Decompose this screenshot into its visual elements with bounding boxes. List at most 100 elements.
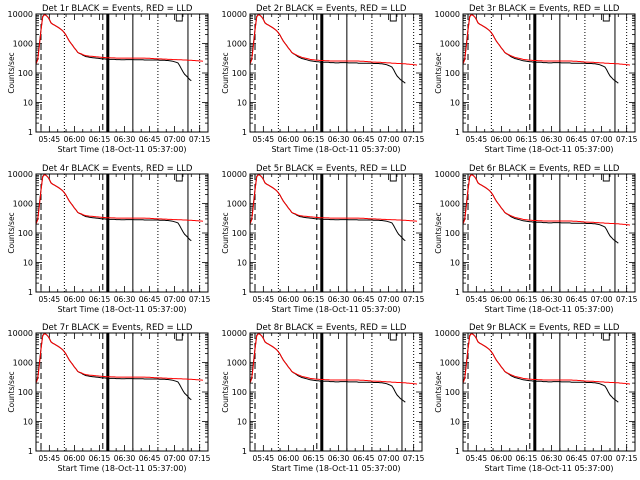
y-tick-label: 10000 <box>435 329 460 338</box>
x-tick-label: 05:45 <box>39 135 61 144</box>
chart-title: Det 9r BLACK = Events, RED = LLD <box>469 323 620 333</box>
plot-frame <box>35 173 209 293</box>
y-tick-label: 1000 <box>440 200 460 209</box>
y-axis-label: Counts/sec <box>221 212 230 253</box>
x-tick-label: 06:45 <box>566 135 588 144</box>
y-tick-label: 10000 <box>222 10 247 19</box>
lld-series-line <box>36 174 204 225</box>
y-tick-label: 10000 <box>8 329 33 338</box>
y-tick-label: 1 <box>455 128 460 137</box>
x-tick-label: 06:30 <box>328 295 350 304</box>
y-axis-label: Counts/sec <box>221 371 230 412</box>
chart-title: Det 2r BLACK = Events, RED = LLD <box>256 4 407 14</box>
y-tick-label: 1 <box>28 128 33 137</box>
x-tick-label: 06:15 <box>89 454 111 463</box>
plot-frame <box>462 332 636 452</box>
x-axis-label: Start Time (18-Oct-11 05:37:00) <box>271 145 400 154</box>
y-tick-label: 100 <box>232 229 247 238</box>
y-tick-label: 1000 <box>13 359 33 368</box>
x-tick-label: 07:15 <box>403 295 425 304</box>
chart-title: Det 8r BLACK = Events, RED = LLD <box>256 323 407 333</box>
chart-title: Det 7r BLACK = Events, RED = LLD <box>42 323 193 333</box>
y-axis-label: Counts/sec <box>7 212 16 253</box>
x-tick-label: 06:45 <box>566 454 588 463</box>
y-axis-label: Counts/sec <box>221 52 230 93</box>
x-tick-label: 06:30 <box>114 295 136 304</box>
chart-title: Det 4r BLACK = Events, RED = LLD <box>42 164 193 174</box>
y-tick-label: 100 <box>18 388 33 397</box>
x-tick-label: 05:45 <box>39 295 61 304</box>
y-axis-label: Counts/sec <box>434 371 443 412</box>
y-tick-label: 1 <box>242 447 247 456</box>
legend-box-marker <box>175 14 183 22</box>
x-tick-label: 05:45 <box>253 135 275 144</box>
y-tick-label: 1000 <box>13 200 33 209</box>
y-tick-label: 10 <box>237 418 247 427</box>
x-axis-label: Start Time (18-Oct-11 05:37:00) <box>57 305 186 314</box>
y-tick-label: 10000 <box>435 170 460 179</box>
x-tick-label: 06:45 <box>566 295 588 304</box>
plot-frame <box>462 13 636 133</box>
plot-frame <box>35 13 209 133</box>
plot-frame <box>462 173 636 293</box>
chart-panel-8: 1 10 100 1000 10000 05:45 06:00 06:15 06:30 06:45… <box>221 323 425 473</box>
legend-box-marker <box>602 174 610 182</box>
x-tick-label: 06:00 <box>64 135 86 144</box>
chart-panel-9: 1 10 100 1000 10000 05:45 06:00 06:15 06:30 06:45… <box>434 323 638 473</box>
chart-title: Det 6r BLACK = Events, RED = LLD <box>469 164 620 174</box>
x-tick-label: 06:30 <box>114 454 136 463</box>
x-tick-label: 06:00 <box>278 295 300 304</box>
x-tick-label: 06:15 <box>303 135 325 144</box>
x-tick-label: 07:00 <box>378 454 400 463</box>
x-tick-label: 06:15 <box>303 454 325 463</box>
x-tick-label: 07:00 <box>164 454 186 463</box>
y-tick-label: 1000 <box>440 40 460 49</box>
x-tick-label: 06:00 <box>491 295 513 304</box>
chart-title: Det 3r BLACK = Events, RED = LLD <box>469 4 620 14</box>
x-tick-label: 05:45 <box>253 454 275 463</box>
x-tick-label: 07:15 <box>616 135 638 144</box>
x-tick-label: 07:15 <box>616 454 638 463</box>
lld-series-line <box>250 14 418 66</box>
y-tick-label: 10 <box>23 259 33 268</box>
x-tick-label: 06:45 <box>353 295 375 304</box>
x-tick-label: 06:00 <box>491 454 513 463</box>
legend-box-marker <box>389 174 397 182</box>
events-series-line <box>250 174 406 242</box>
lld-series-line <box>463 174 631 226</box>
x-tick-label: 07:00 <box>591 295 613 304</box>
y-tick-label: 100 <box>445 229 460 238</box>
x-tick-label: 07:00 <box>164 135 186 144</box>
x-tick-label: 06:15 <box>89 135 111 144</box>
y-tick-label: 1000 <box>227 200 247 209</box>
x-tick-label: 07:15 <box>189 295 211 304</box>
y-tick-label: 100 <box>232 388 247 397</box>
x-tick-label: 06:30 <box>328 454 350 463</box>
x-tick-label: 06:45 <box>353 454 375 463</box>
x-axis-label: Start Time (18-Oct-11 05:37:00) <box>57 145 186 154</box>
x-tick-label: 06:00 <box>278 135 300 144</box>
x-axis-label: Start Time (18-Oct-11 05:37:00) <box>484 145 613 154</box>
y-tick-label: 10000 <box>8 170 33 179</box>
x-tick-label: 06:00 <box>491 135 513 144</box>
y-tick-label: 10 <box>450 418 460 427</box>
x-tick-label: 06:30 <box>541 454 563 463</box>
x-tick-label: 07:15 <box>189 135 211 144</box>
lld-series-line <box>250 174 418 225</box>
y-tick-label: 10 <box>23 99 33 108</box>
y-axis-label: Counts/sec <box>7 52 16 93</box>
y-tick-label: 10000 <box>435 10 460 19</box>
y-tick-label: 1 <box>242 288 247 297</box>
y-tick-label: 100 <box>18 69 33 78</box>
x-tick-label: 06:30 <box>541 135 563 144</box>
events-series-line <box>250 14 406 84</box>
legend-box-marker <box>602 333 610 341</box>
x-tick-label: 07:00 <box>378 135 400 144</box>
chart-panel-3: 1 10 100 1000 10000 05:45 06:00 06:15 06:30 06:45… <box>434 4 638 154</box>
events-series-line <box>36 174 192 242</box>
y-tick-label: 100 <box>232 69 247 78</box>
lld-series-line <box>463 333 631 385</box>
y-tick-label: 10 <box>450 259 460 268</box>
chart-panel-6: 1 10 100 1000 10000 05:45 06:00 06:15 06:30 06:45… <box>434 164 638 314</box>
